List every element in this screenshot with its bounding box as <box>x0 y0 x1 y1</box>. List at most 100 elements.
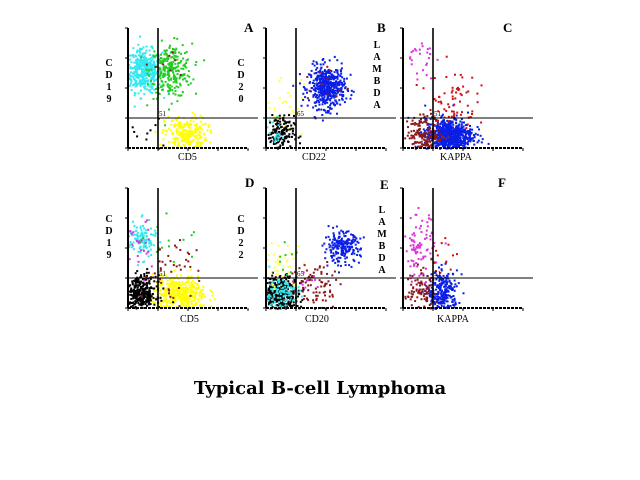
data-point <box>288 133 291 136</box>
data-point <box>338 240 341 242</box>
data-point <box>452 304 455 306</box>
data-point <box>330 75 332 78</box>
data-point <box>437 306 440 308</box>
data-point <box>341 243 344 246</box>
data-point <box>147 73 150 75</box>
data-point <box>175 292 178 295</box>
data-point <box>428 133 431 136</box>
data-point <box>167 92 170 95</box>
data-point <box>420 281 423 284</box>
data-point <box>168 90 171 92</box>
data-point <box>130 71 132 74</box>
data-point <box>269 285 271 288</box>
data-point <box>444 290 447 293</box>
data-point <box>150 243 153 246</box>
data-point <box>438 282 441 285</box>
data-point <box>279 260 282 263</box>
data-point <box>437 110 440 113</box>
data-point <box>315 68 318 71</box>
data-point <box>425 287 428 290</box>
data-point <box>273 301 276 303</box>
data-point <box>135 239 138 242</box>
data-point <box>425 121 428 124</box>
data-point <box>414 122 417 124</box>
data-point <box>418 48 421 51</box>
data-point <box>299 142 301 145</box>
data-point <box>198 125 201 128</box>
data-point <box>424 120 427 123</box>
data-point <box>187 260 190 263</box>
data-point <box>306 297 309 300</box>
data-point <box>288 290 291 293</box>
data-point <box>173 54 176 57</box>
data-point <box>340 62 343 65</box>
data-point <box>334 77 337 80</box>
data-point <box>181 297 184 300</box>
data-point <box>267 101 270 104</box>
data-point <box>449 126 452 129</box>
data-point <box>306 91 308 94</box>
data-point <box>143 93 146 96</box>
data-point <box>311 62 314 65</box>
data-point <box>430 218 433 221</box>
data-point <box>269 121 272 124</box>
data-point <box>439 141 442 143</box>
data-point <box>139 245 142 248</box>
data-point <box>436 125 439 128</box>
data-point <box>318 266 321 269</box>
data-point <box>316 82 319 85</box>
data-point <box>331 77 334 80</box>
data-point <box>142 288 145 291</box>
data-point <box>418 135 421 138</box>
data-point <box>163 65 165 68</box>
data-point <box>326 76 329 79</box>
data-point <box>321 94 324 97</box>
data-point <box>198 145 201 148</box>
data-point <box>312 60 315 63</box>
data-point <box>165 130 168 133</box>
data-point <box>443 119 445 122</box>
data-point <box>187 58 189 61</box>
data-point <box>413 273 416 276</box>
data-point <box>440 278 442 281</box>
data-point <box>344 86 347 89</box>
data-point <box>453 146 456 148</box>
data-point <box>321 114 324 116</box>
data-point <box>160 278 163 281</box>
data-point <box>184 77 187 80</box>
data-point <box>186 121 188 124</box>
data-point <box>427 137 430 140</box>
data-point <box>445 124 447 127</box>
data-point <box>334 238 336 241</box>
data-point <box>271 274 274 277</box>
data-point <box>454 137 457 140</box>
data-point <box>147 228 150 231</box>
data-point <box>430 123 433 126</box>
data-point <box>454 97 457 100</box>
data-point <box>353 252 356 255</box>
data-point <box>427 286 430 289</box>
data-point <box>413 241 416 244</box>
data-point <box>320 72 323 75</box>
data-point <box>267 254 270 256</box>
data-point <box>420 280 423 283</box>
cluster-2 <box>128 214 162 267</box>
data-point <box>408 137 411 140</box>
data-point <box>275 304 278 307</box>
data-point <box>317 96 320 99</box>
data-point <box>445 140 448 143</box>
data-point <box>414 300 417 303</box>
data-point <box>184 52 186 55</box>
data-point <box>451 287 454 290</box>
data-point <box>279 281 282 284</box>
data-point <box>276 139 279 141</box>
data-point <box>274 109 277 112</box>
data-point <box>328 243 331 246</box>
data-point <box>143 80 146 83</box>
cluster-0 <box>292 55 355 122</box>
data-point <box>152 77 155 79</box>
data-point <box>342 245 344 248</box>
data-point <box>145 74 148 77</box>
data-point <box>269 278 272 281</box>
data-point <box>151 301 154 304</box>
